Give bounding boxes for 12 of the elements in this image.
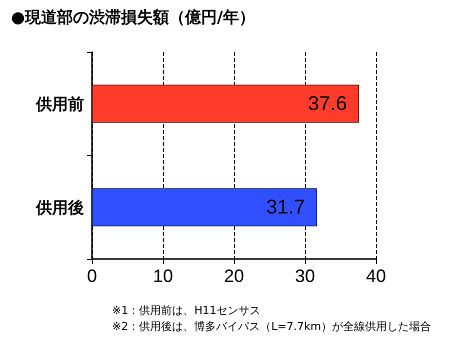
data-label: 37.6 xyxy=(308,92,347,115)
y-tick-label: 供用後 xyxy=(35,198,84,217)
x-tick-label: 30 xyxy=(294,266,316,286)
x-tick-label: 40 xyxy=(366,266,386,286)
chart-title: ●現道部の渋滞損失額（億円/年） xyxy=(11,8,255,26)
x-tick-label: 20 xyxy=(224,266,244,286)
y-tick-label: 供用前 xyxy=(35,94,84,114)
x-tick-label: 10 xyxy=(152,266,174,286)
data-label: 31.7 xyxy=(266,196,306,218)
text: ※2：供用後は、博多バイパス（L=7.7km）が全線供用した場合 xyxy=(112,320,432,333)
x-tick-label: 0 xyxy=(86,266,98,286)
text: ※1：供用前は、H11センサス xyxy=(112,304,260,317)
